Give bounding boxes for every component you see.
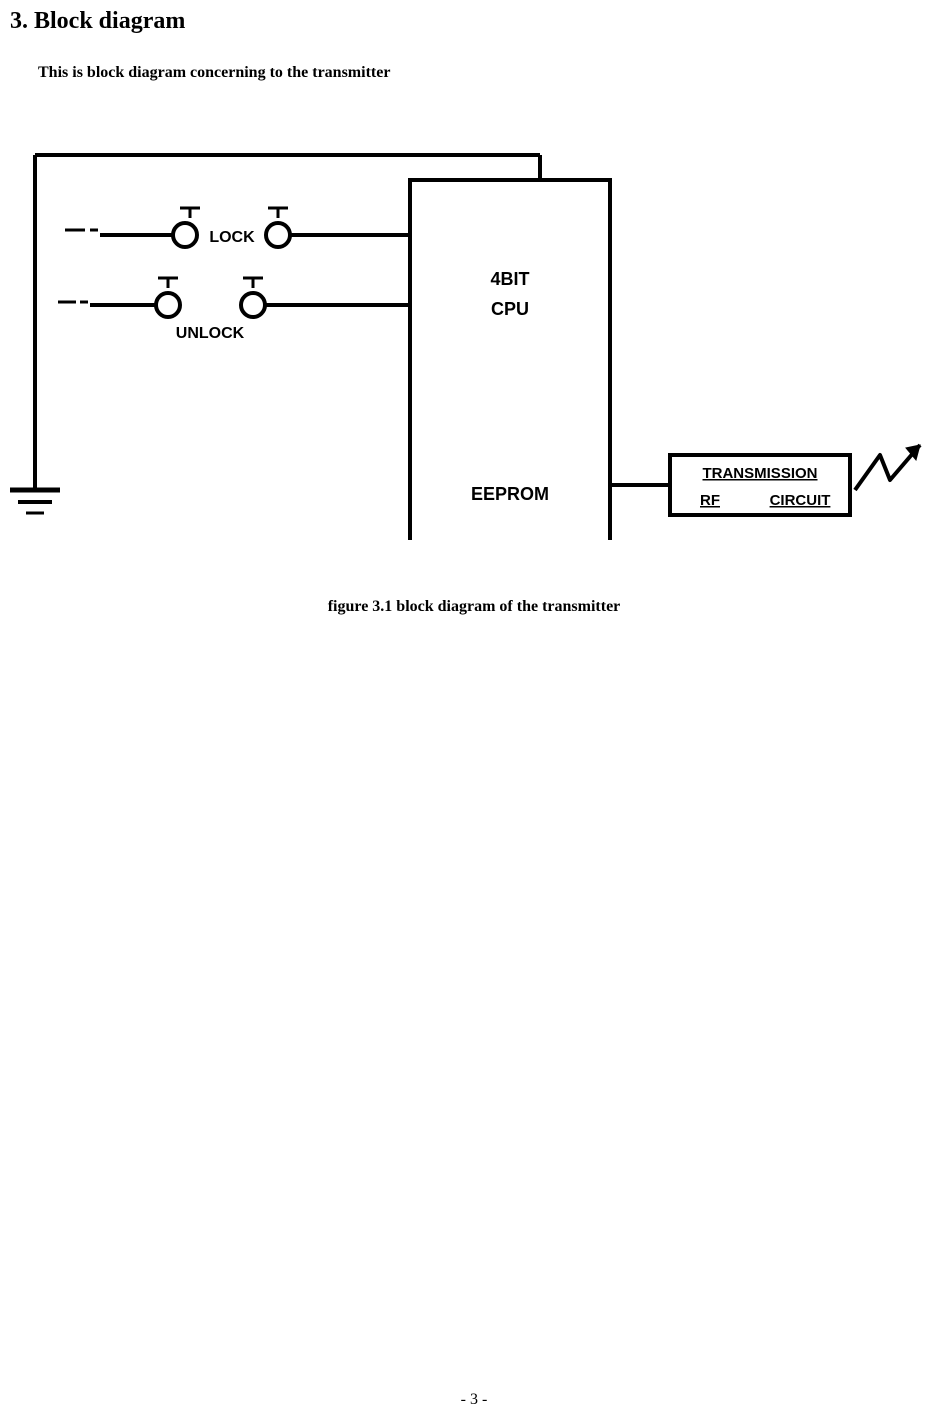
figure-caption: figure 3.1 block diagram of the transmit…: [0, 598, 948, 616]
lock-label: LOCK: [209, 229, 255, 246]
section-heading: 3. Block diagram: [10, 8, 185, 35]
tx-label-line2a: RF: [700, 492, 720, 509]
unlock-contact-right: [241, 293, 265, 317]
eeprom-label: EEPROM: [471, 484, 549, 504]
page-number: - 3 -: [0, 1391, 948, 1409]
lock-contact-right: [266, 223, 290, 247]
diagram-svg: LOCK UNLOCK 4BIT CPU EEPROM TRANSMISSION…: [10, 120, 930, 540]
cpu-label-line1: 4BIT: [490, 269, 529, 289]
lock-contact-left: [173, 223, 197, 247]
unlock-label: UNLOCK: [176, 325, 245, 342]
cpu-label-line2: CPU: [491, 299, 529, 319]
tx-label-line2b: CIRCUIT: [770, 492, 831, 509]
intro-text: This is block diagram concerning to the …: [38, 64, 390, 82]
block-diagram: LOCK UNLOCK 4BIT CPU EEPROM TRANSMISSION…: [10, 120, 930, 540]
tx-label-line1: TRANSMISSION: [702, 465, 817, 482]
unlock-contact-left: [156, 293, 180, 317]
